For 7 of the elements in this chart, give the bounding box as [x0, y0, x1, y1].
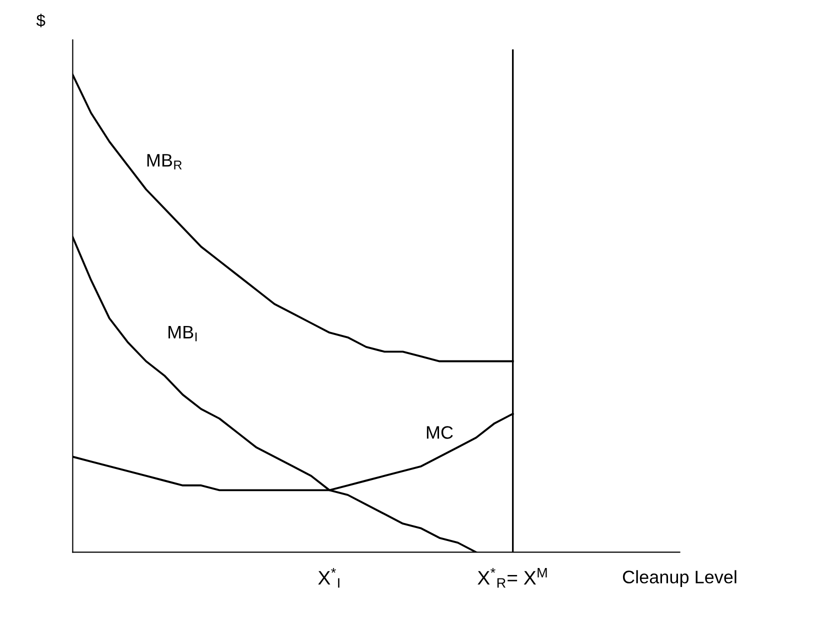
series-label: MB$_{R}$ [147, 154, 182, 170]
x-tick-label: X$^{*}$$_{R}$= X$^{M}$ [478, 568, 547, 588]
x-axis-title: Cleanup Level [622, 570, 736, 587]
series-label: MC [426, 426, 453, 439]
x-tick-label: X$^{*}$$_{I}$ [318, 568, 340, 588]
series-label: MB$_{I}$ [168, 326, 197, 342]
y-axis-title: $ [36, 14, 46, 28]
